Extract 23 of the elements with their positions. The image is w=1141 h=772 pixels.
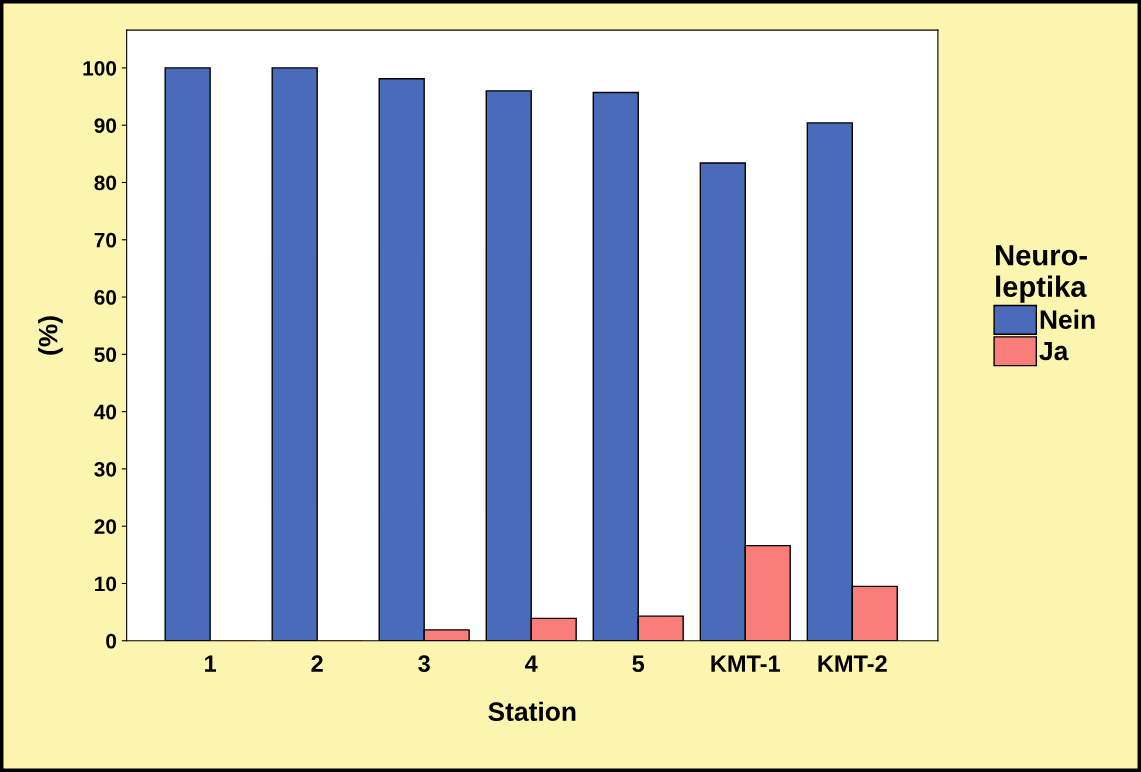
- y-tick-label: 70: [94, 232, 117, 248]
- legend-label: Ja: [1039, 341, 1069, 361]
- y-tick-label: 0: [106, 633, 117, 649]
- x-tick-label: KMT-2: [818, 655, 887, 672]
- y-tick-label: 50: [94, 347, 117, 363]
- y-tick-label: 10: [95, 576, 117, 592]
- y-tick-label: 40: [94, 404, 117, 420]
- y-tick-label: 20: [94, 519, 117, 534]
- x-tick-label: 4: [525, 655, 538, 672]
- x-axis-title: Station: [488, 701, 576, 722]
- y-tick-label: 100: [83, 60, 117, 76]
- x-tick-label: 2: [311, 655, 323, 672]
- x-tick-label: 1: [205, 655, 217, 672]
- y-tick-label: 60: [94, 290, 117, 305]
- y-tick-label: 80: [94, 175, 117, 191]
- legend-title: Neuro- leptika: [996, 245, 1087, 303]
- x-tick-label: KMT-1: [711, 655, 781, 672]
- x-tick-label: 3: [418, 655, 430, 673]
- y-axis-title: (%): [38, 316, 63, 355]
- y-tick-label: 90: [94, 118, 117, 133]
- legend-label: Nein: [1040, 309, 1095, 329]
- x-tick-label: 5: [632, 655, 645, 672]
- y-tick-label: 30: [94, 461, 117, 477]
